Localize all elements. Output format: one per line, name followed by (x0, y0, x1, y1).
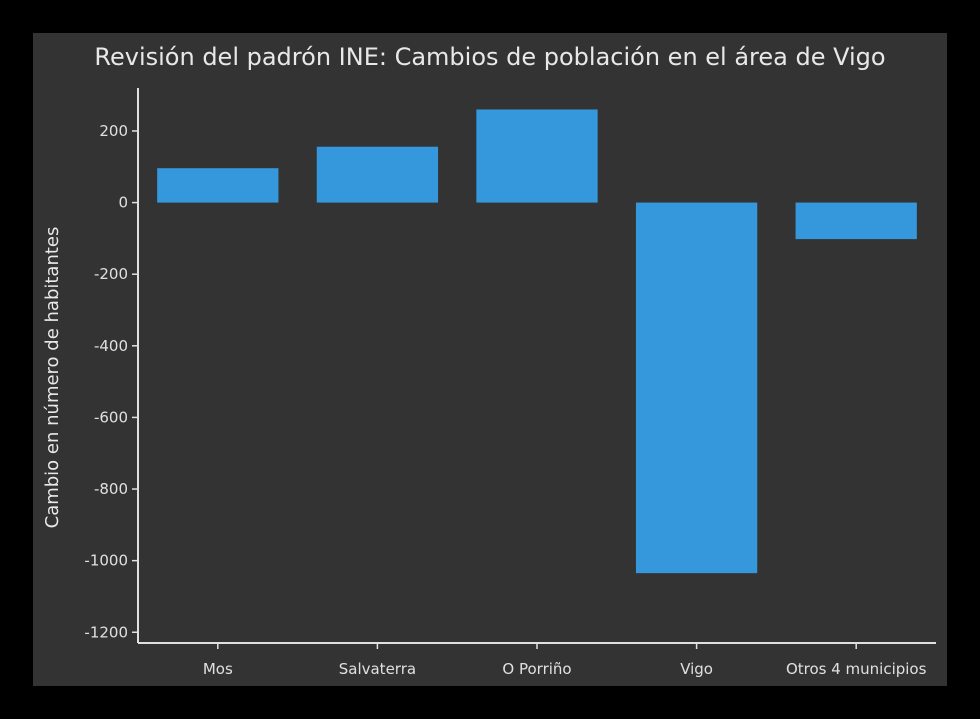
axes-layer (132, 88, 936, 649)
x-tick-label: Vigo (680, 660, 713, 678)
y-tick-label: -400 (94, 337, 128, 355)
x-tick-label: Salvaterra (339, 660, 416, 678)
x-tick-label: Mos (203, 660, 233, 678)
y-tick-label: -600 (94, 408, 128, 426)
labels-layer: 200 0 -200 -400 -600 -800 -1000 -1200 Mos Salvate… (42, 122, 927, 678)
bar-o-porriño (476, 109, 598, 203)
bar-vigo (635, 202, 758, 574)
y-tick-label: -1200 (84, 623, 128, 641)
x-tick-label: O Porriño (502, 660, 571, 678)
bar-salvaterra (316, 146, 439, 203)
y-axis-label: Cambio en número de habitantes (42, 227, 63, 529)
bar-otros-4-municipios (795, 202, 917, 240)
x-tick-label: Otros 4 municipios (786, 660, 927, 678)
bars-layer (157, 109, 917, 574)
chart-title: Revisión del padrón INE: Cambios de pobl… (94, 43, 886, 71)
chart-panel: Revisión del padrón INE: Cambios de pobl… (33, 33, 947, 686)
y-tick-label: 200 (99, 122, 128, 140)
y-tick-label: 0 (118, 194, 128, 212)
y-tick-label: -800 (94, 480, 128, 498)
bar-chart: 200 0 -200 -400 -600 -800 -1000 -1200 Mos Salvate… (42, 88, 936, 678)
y-tick-label: -1000 (84, 552, 128, 570)
y-tick-label: -200 (94, 265, 128, 283)
bar-mos (157, 168, 279, 203)
